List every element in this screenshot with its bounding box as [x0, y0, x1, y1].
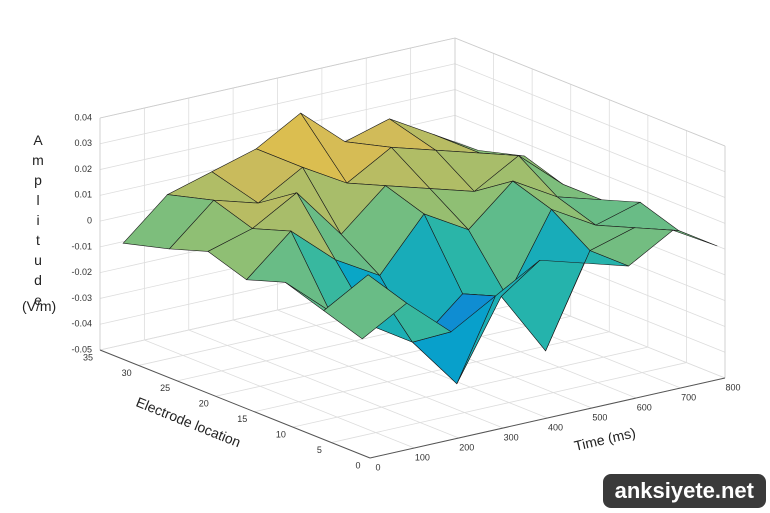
y-tick-label: 25	[160, 383, 170, 393]
grid-line	[454, 89, 726, 198]
z-axis-unit: (V/m)	[22, 298, 57, 314]
y-tick-label: 20	[199, 399, 209, 409]
x-tick-label: 600	[637, 402, 652, 412]
y-tick-label: 10	[276, 430, 286, 440]
grid-line	[277, 309, 548, 419]
grid-line	[454, 114, 726, 224]
box-edge	[454, 37, 726, 147]
x-tick-label: 700	[681, 392, 696, 402]
grid-line	[99, 63, 456, 145]
z-tick-label: 0.03	[74, 138, 92, 148]
y-tick-label: 15	[237, 414, 247, 424]
watermark: anksiyete.net	[602, 474, 766, 508]
z-tick-label: 0.01	[74, 190, 92, 200]
grid-line	[292, 346, 648, 428]
x-tick-label: 400	[548, 422, 563, 432]
x-tick-label: 200	[459, 442, 474, 452]
grid-line	[331, 362, 687, 443]
z-tick-label: -0.01	[71, 241, 92, 251]
x-tick-label: 500	[592, 412, 607, 422]
z-tick-label: -0.02	[71, 267, 92, 277]
grid-line	[232, 319, 504, 429]
grid-line	[215, 315, 571, 397]
x-tick-label: 800	[725, 382, 740, 392]
grid-line	[188, 329, 459, 439]
z-tick-label: -0.05	[71, 344, 92, 354]
z-tick-label: -0.04	[71, 319, 92, 329]
y-tick-label: 30	[122, 368, 132, 378]
grid-line	[454, 63, 726, 173]
y-tick-label: 5	[317, 445, 322, 455]
z-tick-label: 0	[87, 215, 92, 225]
z-tick-label: 0.02	[74, 164, 92, 174]
z-tick-label: -0.03	[71, 293, 92, 303]
x-tick-label: 0	[375, 462, 380, 472]
y-tick-label: 0	[355, 460, 360, 470]
grid-line	[99, 89, 456, 170]
surface-cell	[323, 274, 408, 340]
grid-line	[144, 339, 415, 449]
axis-line	[369, 377, 726, 459]
z-axis-label: Amplitude	[30, 132, 46, 312]
z-tick-label: 0.04	[74, 112, 92, 122]
box-edge	[99, 37, 456, 119]
x-tick-label: 300	[504, 432, 519, 442]
axis-line	[99, 349, 371, 459]
grid-line	[254, 331, 610, 413]
y-tick-label: 35	[83, 352, 93, 362]
x-axis-label: Time (ms)	[573, 424, 637, 454]
x-tick-label: 100	[415, 452, 430, 462]
y-axis-label: Electrode location	[134, 394, 243, 451]
